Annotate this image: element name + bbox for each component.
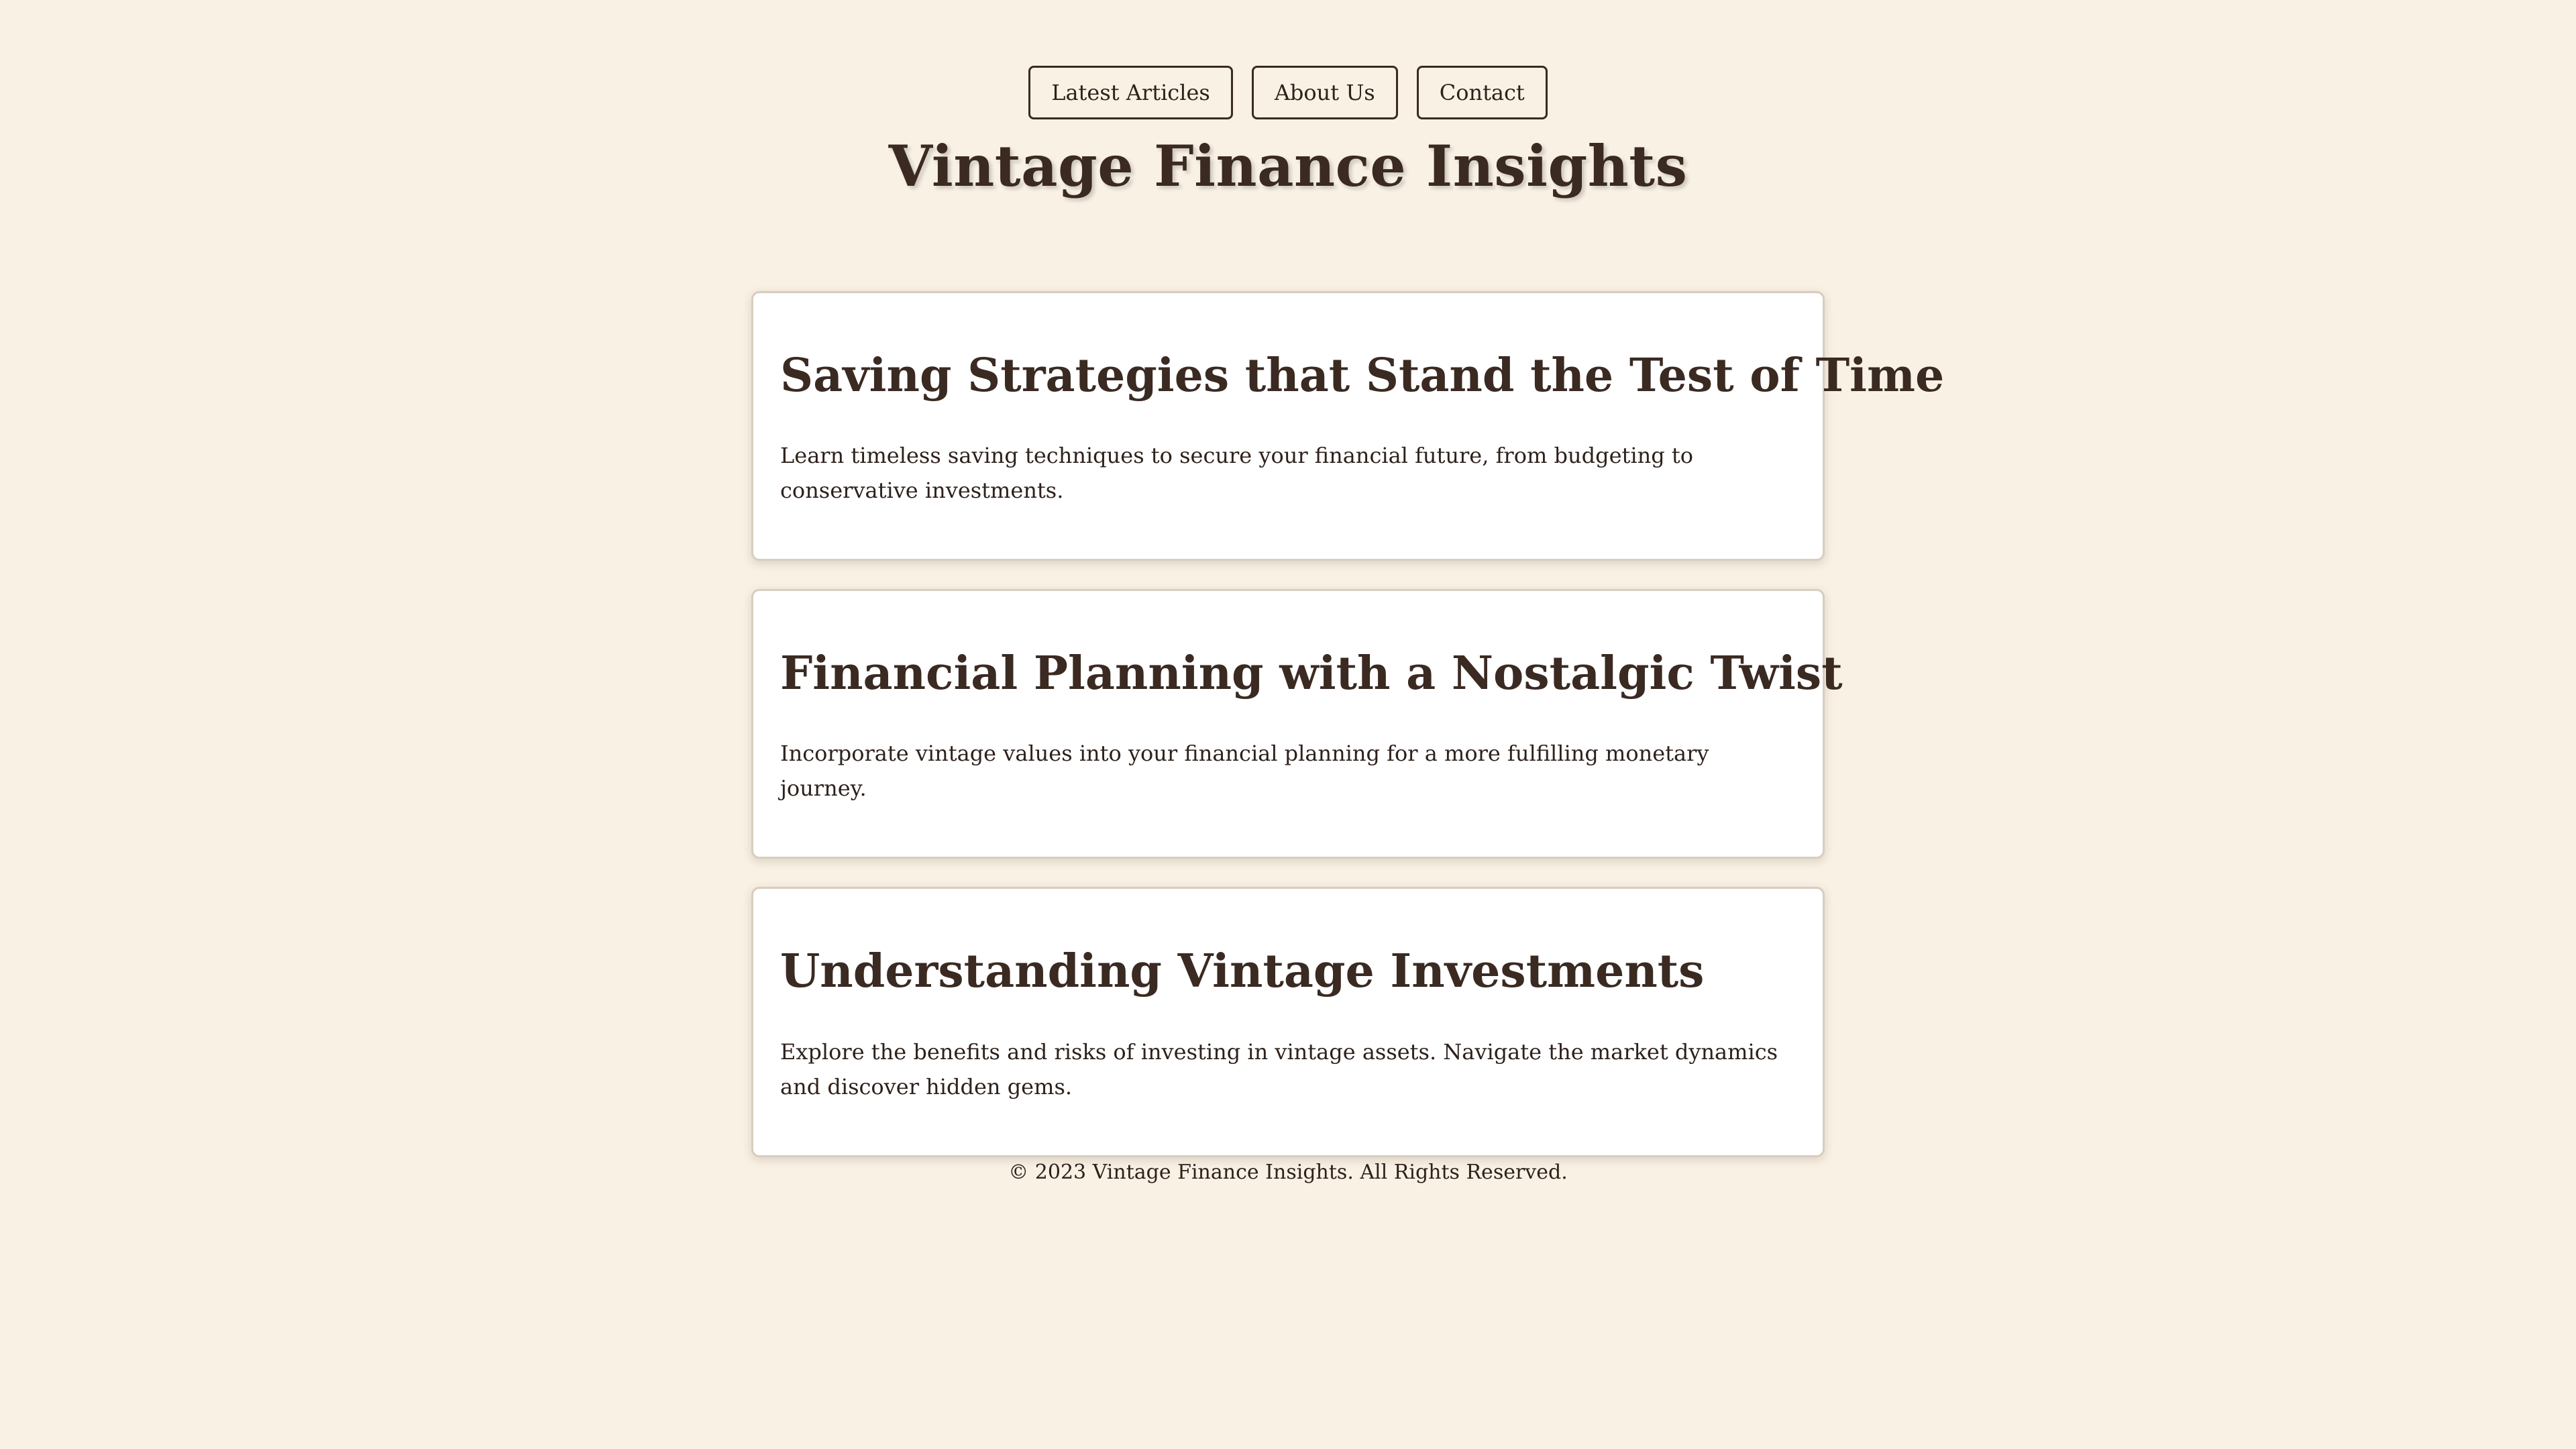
article-summary: Learn timeless saving techniques to secu…	[780, 443, 1693, 504]
footer-copyright: © 2023 Vintage Finance Insights. All Rig…	[1008, 1161, 1568, 1184]
article-list: Saving Strategies that Stand the Test of…	[751, 291, 1945, 1185]
nav-latest-articles-button[interactable]: Latest Articles	[1028, 66, 1233, 119]
nav-contact-button[interactable]: Contact	[1416, 66, 1548, 119]
article-title[interactable]: Understanding Vintage Investments	[780, 945, 1705, 999]
nav-about-us-button[interactable]: About Us	[1251, 66, 1398, 119]
article-title[interactable]: Saving Strategies that Stand the Test of…	[780, 349, 1945, 402]
article-card-vintage-investments: Understanding Vintage Investments Explor…	[751, 887, 1825, 1157]
article-summary: Explore the benefits and risks of invest…	[780, 1038, 1778, 1099]
top-navigation: Latest Articles About Us Contact	[0, 66, 2576, 119]
article-title[interactable]: Financial Planning with a Nostalgic Twis…	[780, 647, 1843, 701]
site-title: Vintage Finance Insights	[888, 133, 1688, 199]
article-card-saving-strategies: Saving Strategies that Stand the Test of…	[751, 291, 1945, 561]
article-summary: Incorporate vintage values into your fin…	[780, 741, 1709, 802]
article-card-financial-planning: Financial Planning with a Nostalgic Twis…	[751, 589, 1843, 859]
